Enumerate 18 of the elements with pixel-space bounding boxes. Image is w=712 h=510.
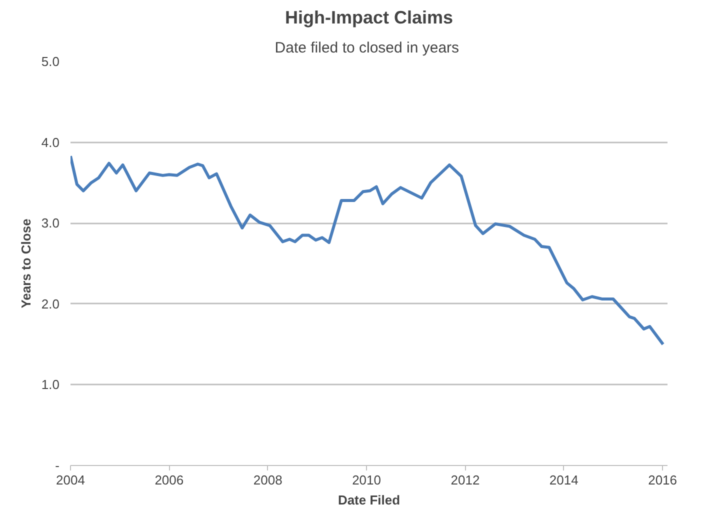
y-tick-label: 5.0	[41, 54, 60, 69]
y-tick-label: 1.0	[41, 377, 60, 392]
y-axis-title: Years to Close	[18, 218, 34, 308]
y-tick-label: 2.0	[41, 296, 60, 312]
line-series	[70, 154, 665, 346]
y-tick-label: 4.0	[41, 134, 60, 150]
x-tick-label: 2004	[56, 472, 85, 488]
x-tick-label: 2008	[253, 472, 282, 488]
x-tick-label: 2016	[648, 472, 678, 488]
x-tick-label: 2006	[154, 472, 184, 488]
x-axis-title: Date Filed	[338, 492, 400, 508]
x-tick-label: 2010	[352, 472, 381, 488]
chart-subtitle: Date filed to closed in years	[274, 40, 460, 56]
x-tick-label: 2014	[549, 472, 578, 488]
chart-title: High-Impact Claims	[284, 8, 454, 28]
y-tick-label: -	[55, 458, 60, 473]
y-tick-label: 3.0	[41, 216, 60, 231]
x-tick-label: 2012	[450, 472, 480, 488]
